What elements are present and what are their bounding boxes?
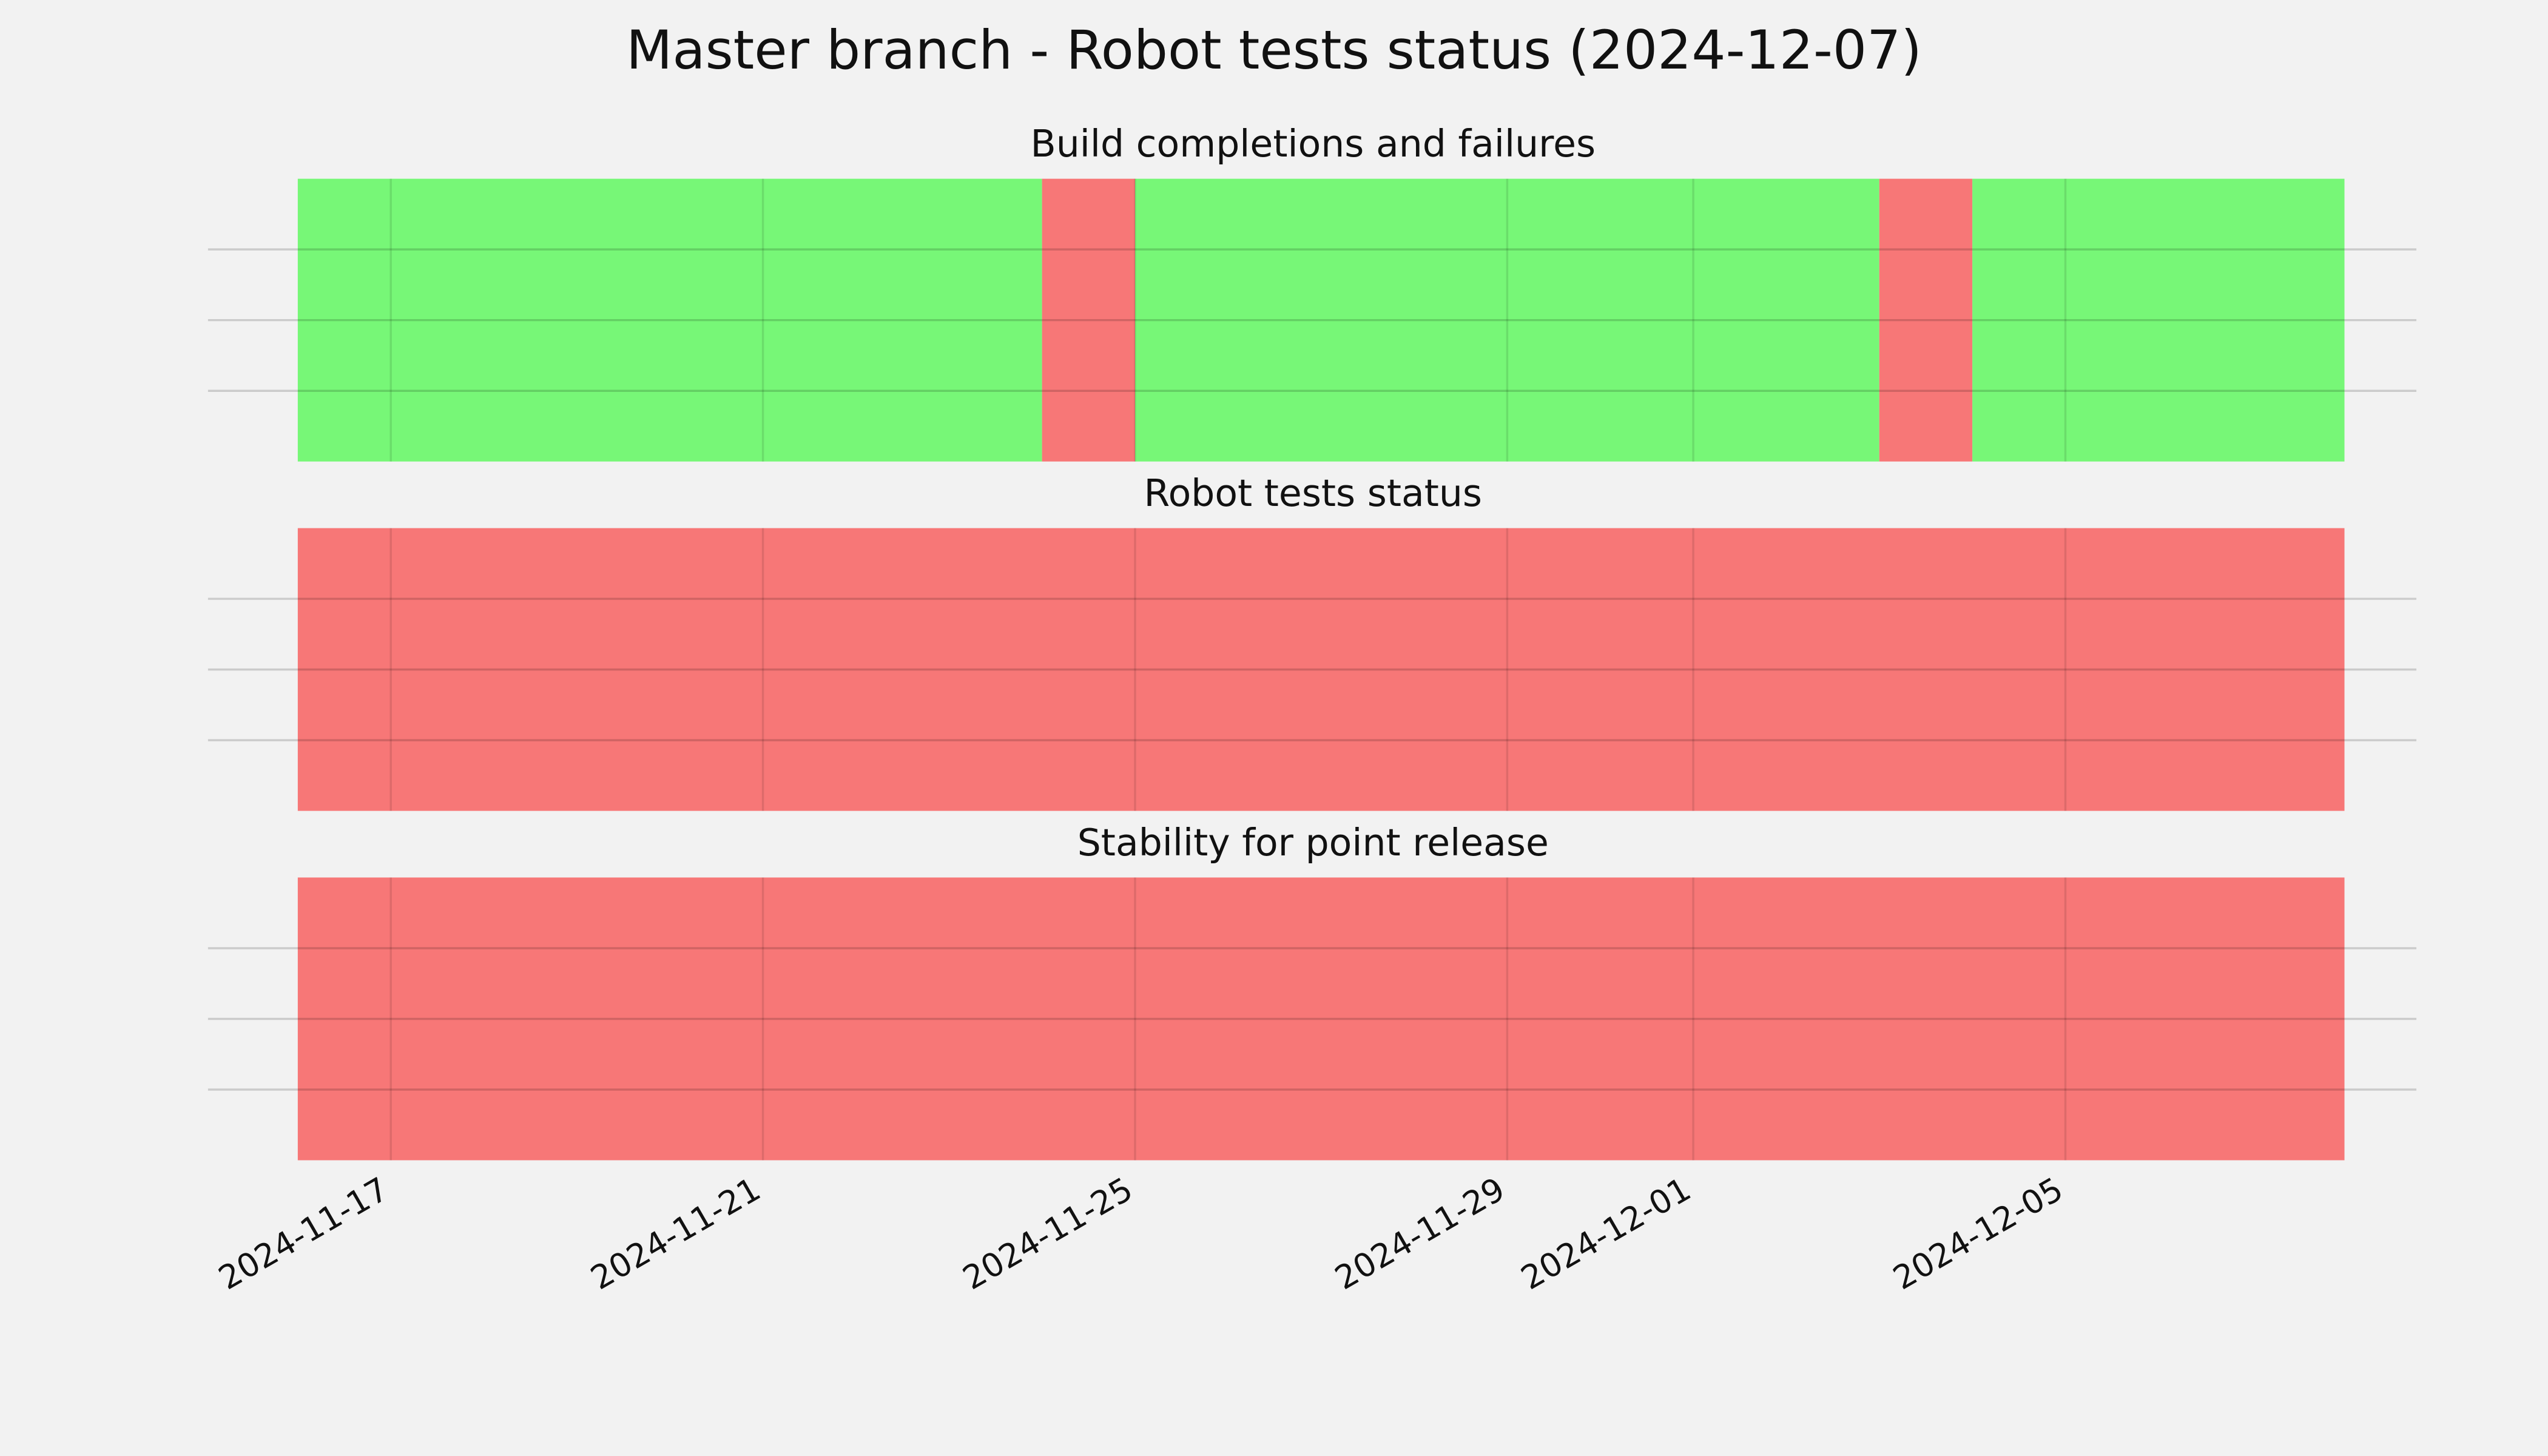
status-segment xyxy=(297,877,2345,1161)
panel-title: Stability for point release xyxy=(1077,821,1549,864)
status-segment xyxy=(1879,178,1973,462)
status-segment xyxy=(297,178,1042,462)
status-segment xyxy=(1972,178,2345,462)
chart-title: Master branch - Robot tests status (2024… xyxy=(626,19,1922,81)
panel-title: Robot tests status xyxy=(1144,471,1482,515)
status-segment xyxy=(1134,178,1879,462)
status-segment xyxy=(1042,178,1135,462)
panel-title: Build completions and failures xyxy=(1030,122,1596,166)
status-segment xyxy=(297,528,2345,811)
